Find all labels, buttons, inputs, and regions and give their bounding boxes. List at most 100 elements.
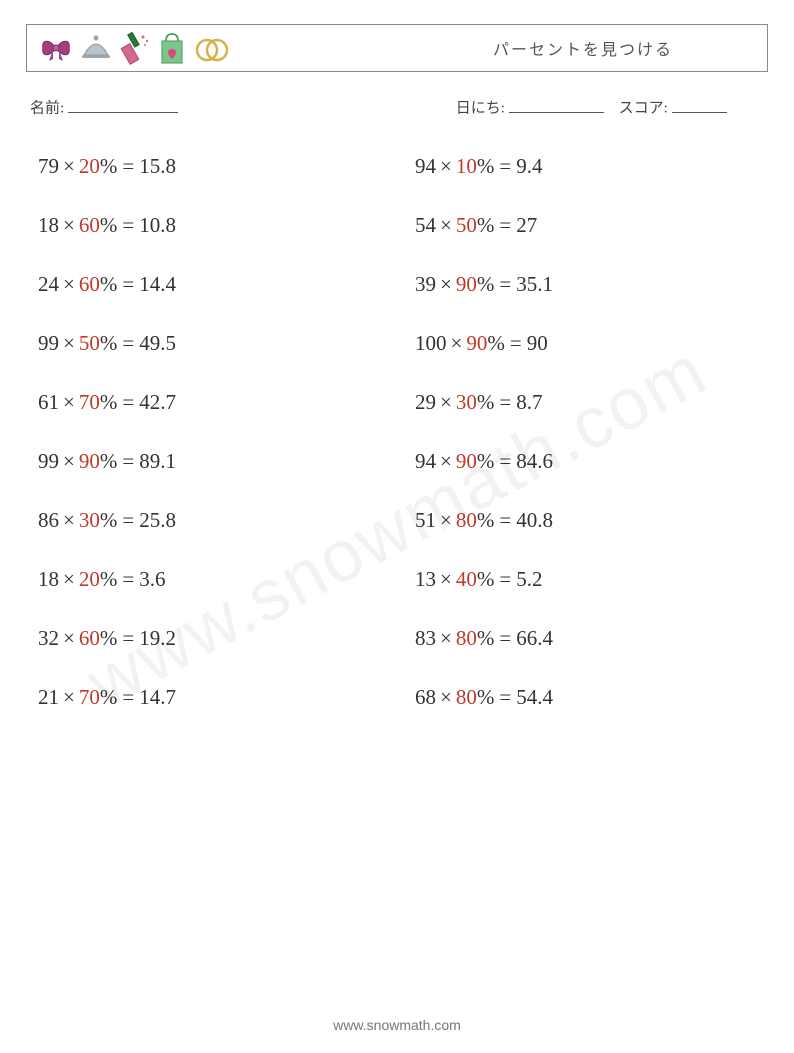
percent-symbol: %: [477, 213, 495, 237]
multiply-symbol: ×: [436, 390, 456, 414]
percent-value: 40: [456, 567, 477, 591]
multiply-symbol: ×: [59, 272, 79, 296]
worksheet-header: パーセントを見つける: [26, 24, 768, 72]
date-blank[interactable]: [509, 96, 604, 113]
champagne-icon: [119, 31, 151, 65]
problem-right-1: 54×50%=27: [415, 213, 752, 238]
answer: 10.8: [139, 213, 176, 237]
giftbag-icon: [157, 31, 187, 65]
equals-symbol: =: [117, 154, 139, 178]
answer: 89.1: [139, 449, 176, 473]
bow-icon: [39, 34, 73, 62]
percent-value: 20: [79, 567, 100, 591]
equals-symbol: =: [494, 567, 516, 591]
percent-symbol: %: [477, 272, 495, 296]
multiply-symbol: ×: [436, 508, 456, 532]
equals-symbol: =: [117, 567, 139, 591]
answer: 19.2: [139, 626, 176, 650]
operand-a: 61: [38, 390, 59, 414]
answer: 3.6: [139, 567, 165, 591]
percent-symbol: %: [477, 626, 495, 650]
percent-symbol: %: [477, 154, 495, 178]
problem-right-7: 13×40%=5.2: [415, 567, 752, 592]
multiply-symbol: ×: [59, 154, 79, 178]
answer: 8.7: [516, 390, 542, 414]
answer: 35.1: [516, 272, 553, 296]
operand-a: 94: [415, 449, 436, 473]
answer: 66.4: [516, 626, 553, 650]
percent-symbol: %: [100, 390, 118, 414]
operand-a: 21: [38, 685, 59, 709]
answer: 9.4: [516, 154, 542, 178]
name-label: 名前:: [30, 101, 64, 117]
operand-a: 68: [415, 685, 436, 709]
answer: 40.8: [516, 508, 553, 532]
equals-symbol: =: [117, 213, 139, 237]
operand-a: 100: [415, 331, 447, 355]
problem-left-6: 86×30%=25.8: [38, 508, 375, 533]
date-label: 日にち:: [456, 101, 505, 117]
multiply-symbol: ×: [436, 449, 456, 473]
equals-symbol: =: [494, 213, 516, 237]
percent-symbol: %: [100, 508, 118, 532]
worksheet-title: パーセントを見つける: [231, 36, 755, 60]
percent-value: 90: [466, 331, 487, 355]
percent-symbol: %: [100, 449, 118, 473]
multiply-symbol: ×: [59, 508, 79, 532]
score-blank[interactable]: [672, 96, 727, 113]
percent-symbol: %: [477, 390, 495, 414]
rings-icon: [193, 33, 231, 63]
operand-a: 94: [415, 154, 436, 178]
problem-left-3: 99×50%=49.5: [38, 331, 375, 356]
equals-symbol: =: [117, 390, 139, 414]
problem-right-2: 39×90%=35.1: [415, 272, 752, 297]
multiply-symbol: ×: [59, 626, 79, 650]
multiply-symbol: ×: [59, 213, 79, 237]
equals-symbol: =: [117, 508, 139, 532]
problem-left-2: 24×60%=14.4: [38, 272, 375, 297]
equals-symbol: =: [494, 508, 516, 532]
operand-a: 13: [415, 567, 436, 591]
operand-a: 99: [38, 331, 59, 355]
answer: 14.7: [139, 685, 176, 709]
answer: 54.4: [516, 685, 553, 709]
problem-left-9: 21×70%=14.7: [38, 685, 375, 710]
percent-value: 60: [79, 272, 100, 296]
answer: 14.4: [139, 272, 176, 296]
multiply-symbol: ×: [59, 567, 79, 591]
operand-a: 18: [38, 213, 59, 237]
percent-symbol: %: [100, 626, 118, 650]
percent-symbol: %: [100, 331, 118, 355]
percent-value: 50: [456, 213, 477, 237]
percent-value: 50: [79, 331, 100, 355]
percent-symbol: %: [100, 685, 118, 709]
name-blank[interactable]: [68, 96, 178, 113]
equals-symbol: =: [117, 626, 139, 650]
percent-value: 70: [79, 685, 100, 709]
meta-row: 名前: 日にち: スコア:: [26, 96, 768, 118]
multiply-symbol: ×: [436, 154, 456, 178]
score-label: スコア:: [619, 101, 668, 117]
problem-left-5: 99×90%=89.1: [38, 449, 375, 474]
percent-value: 70: [79, 390, 100, 414]
operand-a: 51: [415, 508, 436, 532]
multiply-symbol: ×: [447, 331, 467, 355]
percent-symbol: %: [477, 567, 495, 591]
operand-a: 83: [415, 626, 436, 650]
operand-a: 39: [415, 272, 436, 296]
percent-symbol: %: [100, 154, 118, 178]
problem-right-0: 94×10%=9.4: [415, 154, 752, 179]
operand-a: 86: [38, 508, 59, 532]
operand-a: 24: [38, 272, 59, 296]
equals-symbol: =: [117, 685, 139, 709]
percent-value: 80: [456, 685, 477, 709]
multiply-symbol: ×: [436, 272, 456, 296]
operand-a: 29: [415, 390, 436, 414]
percent-value: 30: [456, 390, 477, 414]
cloche-icon: [79, 33, 113, 63]
header-icons: [39, 31, 231, 65]
operand-a: 79: [38, 154, 59, 178]
answer: 5.2: [516, 567, 542, 591]
equals-symbol: =: [494, 626, 516, 650]
equals-symbol: =: [494, 154, 516, 178]
